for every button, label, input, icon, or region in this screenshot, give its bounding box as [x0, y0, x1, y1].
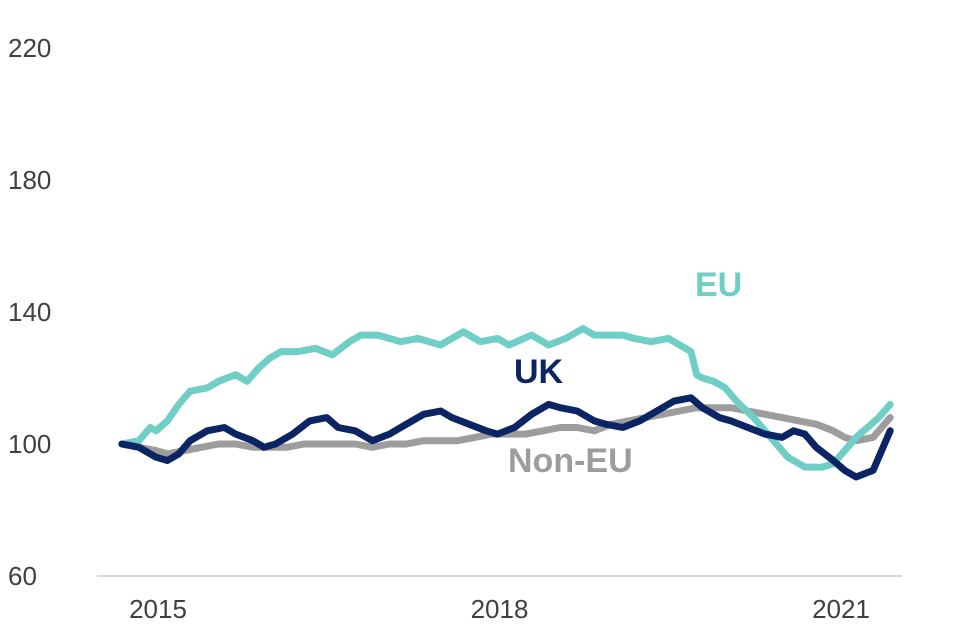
series-label-uk: UK: [514, 353, 564, 391]
x-tick-label: 2021: [812, 594, 870, 624]
series-lines: [118, 325, 894, 481]
series-labels: EU UK Non-EU: [508, 266, 742, 480]
y-axis-ticks: 60 100 140 180 220: [8, 33, 51, 591]
series-line-non-eu: [118, 404, 894, 458]
series-label-eu: EU: [695, 266, 742, 304]
x-tick-label: 2015: [129, 594, 187, 624]
x-axis-ticks: 2015 2018 2021: [129, 594, 870, 624]
y-tick-label: 100: [8, 429, 51, 459]
y-tick-label: 180: [8, 165, 51, 195]
x-tick-label: 2018: [471, 594, 529, 624]
y-tick-label: 220: [8, 33, 51, 63]
y-tick-label: 140: [8, 297, 51, 327]
series-line-uk: [118, 394, 894, 481]
y-tick-label: 60: [8, 561, 37, 591]
series-label-non-eu: Non-EU: [508, 442, 633, 480]
